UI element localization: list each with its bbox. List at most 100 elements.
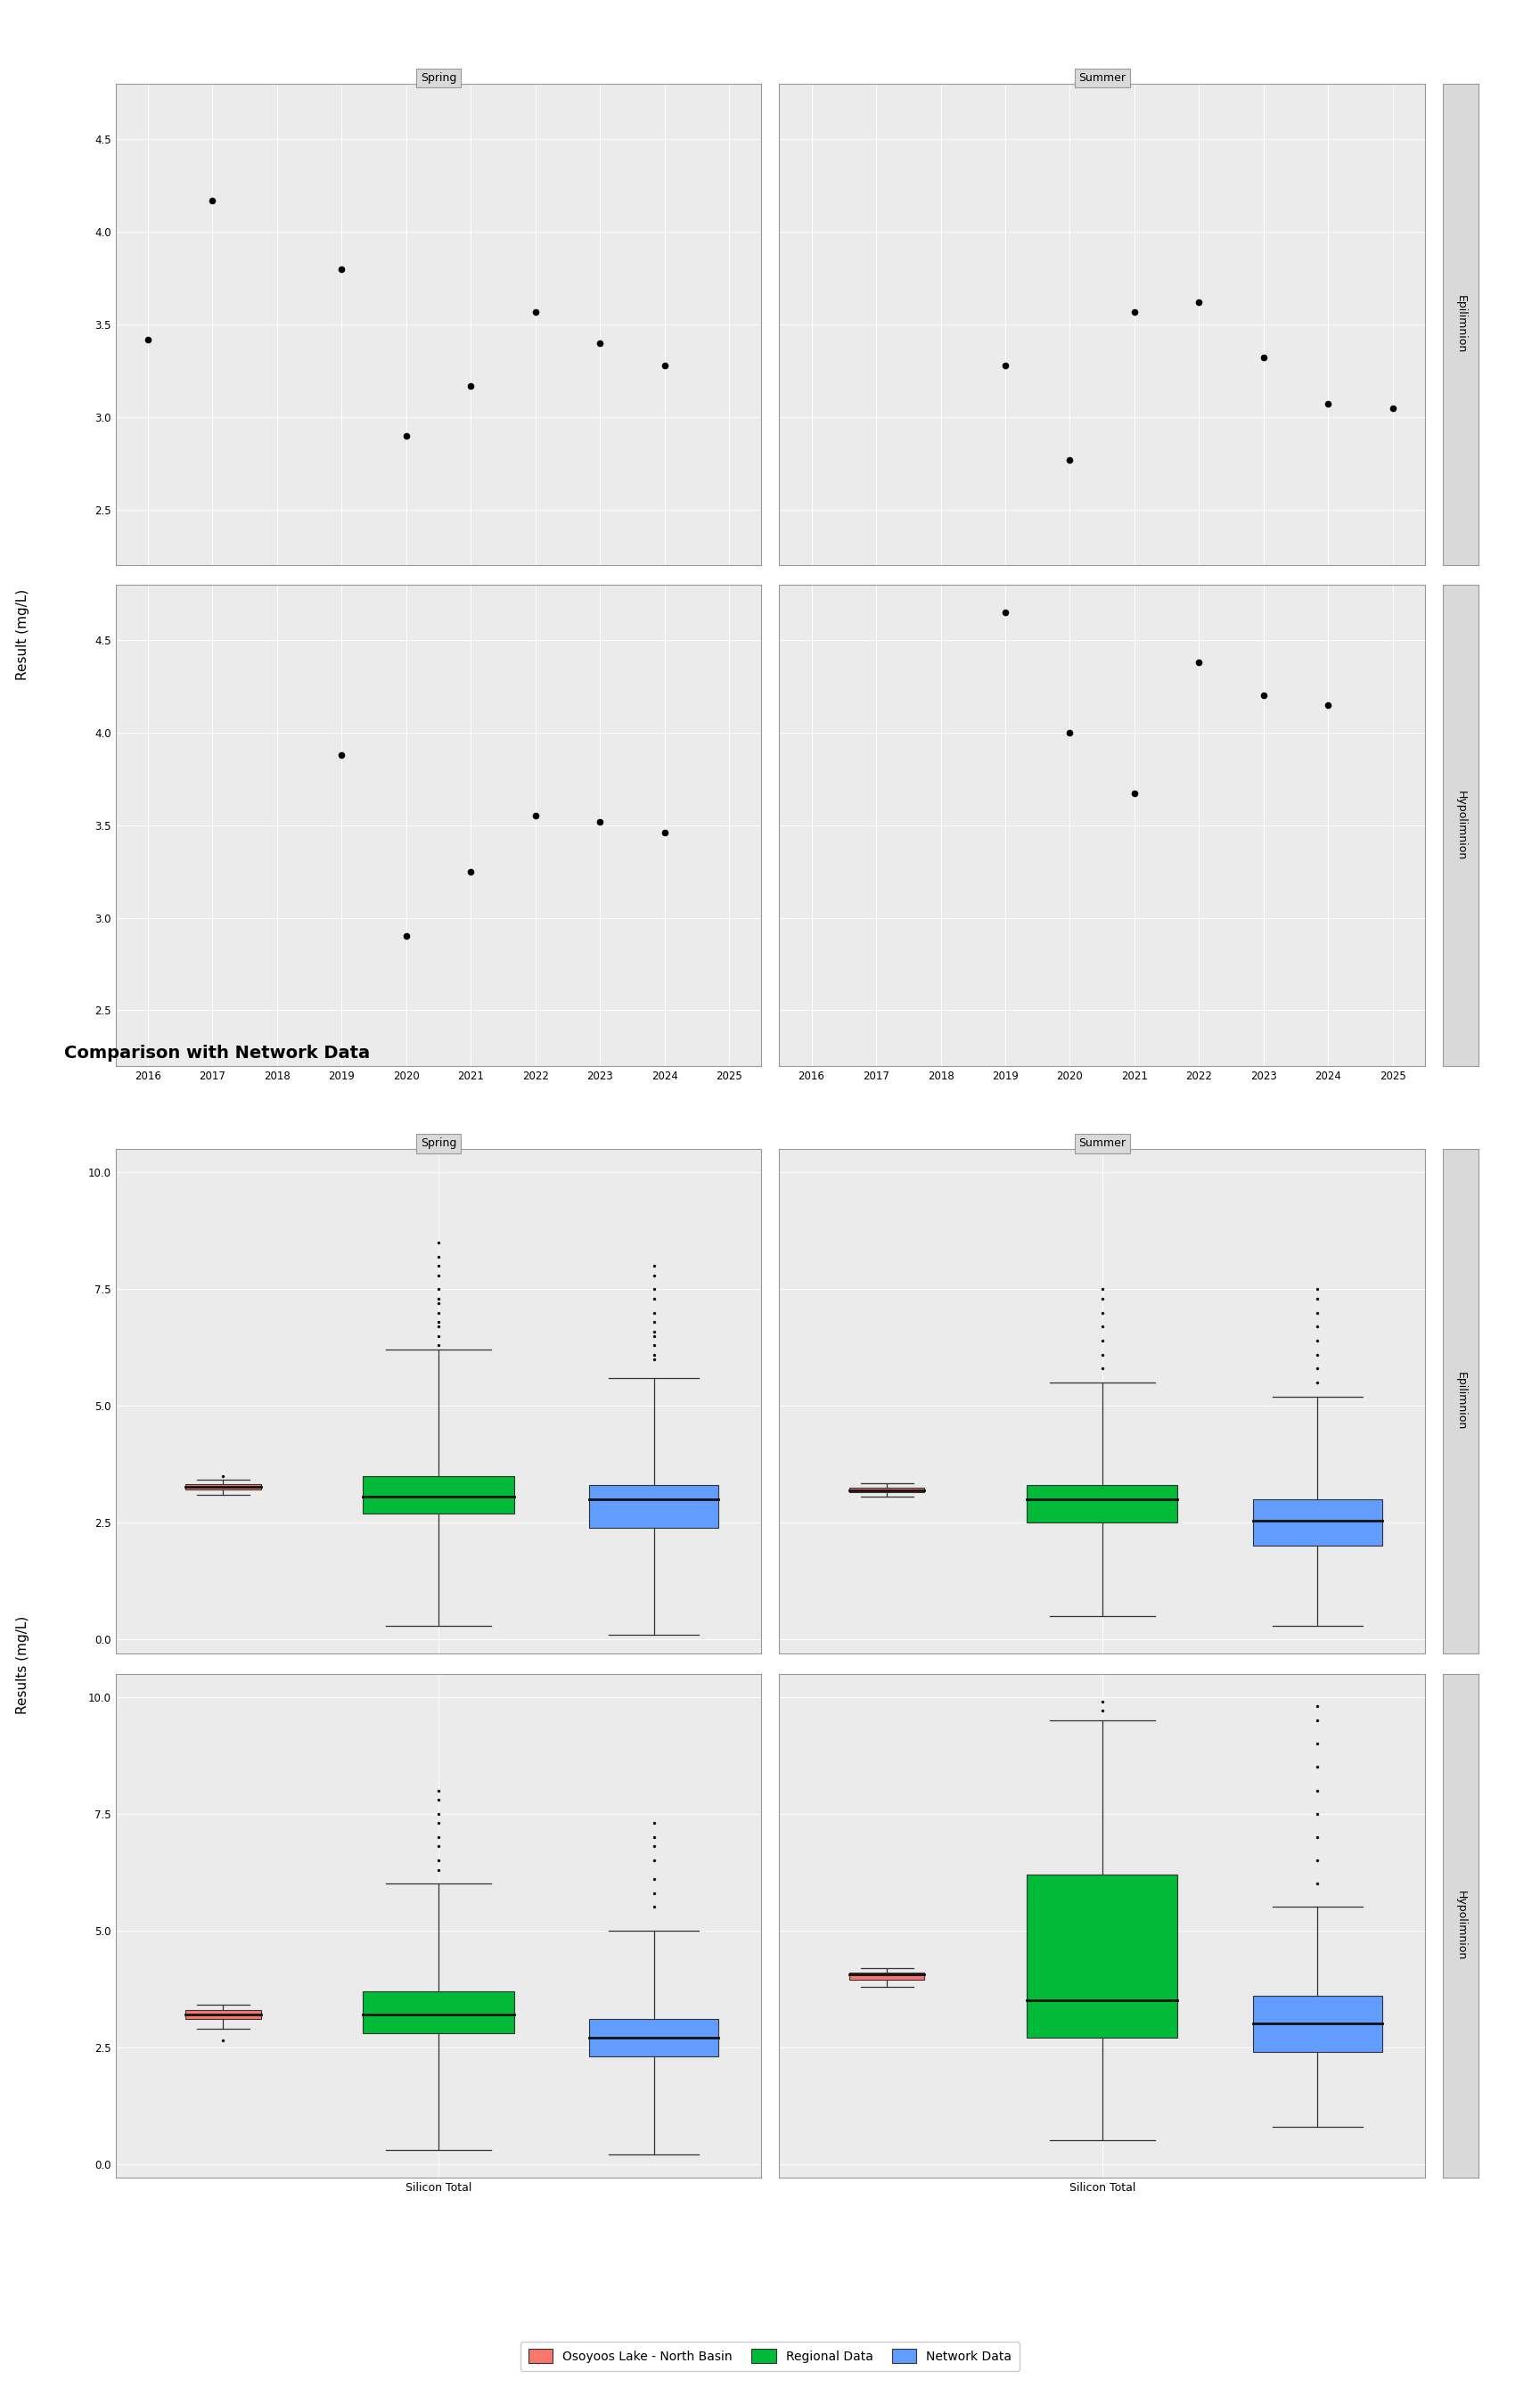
Point [642,1840,667,1878]
Point [427,1804,451,1843]
Point [1058,714,1083,752]
Point [459,367,484,405]
Bar [363,1476,514,1514]
Bar [363,1991,514,2034]
Point [642,1303,667,1342]
Point [642,1874,667,1912]
Point [1090,1279,1115,1318]
Bar [1254,1996,1381,2051]
Title: Spring: Spring [420,72,456,84]
Point [1306,1270,1331,1308]
Point [993,345,1018,383]
Bar [1027,1486,1178,1524]
Point [642,1279,667,1318]
Point [1380,388,1404,426]
Point [1187,642,1212,680]
Point [642,1888,667,1926]
Point [642,1325,667,1363]
Point [1317,685,1341,724]
Point [427,1270,451,1308]
Point [1306,1864,1331,1902]
Point [427,1828,451,1866]
Title: Summer: Summer [1078,72,1126,84]
Point [642,1339,667,1378]
Point [1306,1294,1331,1332]
Point [642,1859,667,1898]
Point [427,1224,451,1263]
Bar [590,1486,719,1526]
Text: Comparison with Network Data: Comparison with Network Data [63,1045,370,1061]
Text: Hypolimnion: Hypolimnion [1455,1890,1466,1960]
Point [1306,1363,1331,1402]
Point [642,1318,667,1356]
Bar [1027,1874,1178,2039]
Point [653,345,678,383]
Point [1123,292,1147,331]
Point [524,292,548,331]
Point [1306,1308,1331,1347]
Text: Hypolimnion: Hypolimnion [1455,791,1466,860]
Point [427,1795,451,1833]
Point [1090,1294,1115,1332]
Point [1306,1747,1331,1785]
Point [993,594,1018,633]
Point [427,1850,451,1888]
Point [427,1246,451,1284]
Point [1123,774,1147,812]
Point [1306,1335,1331,1373]
Point [1090,1323,1115,1361]
Point [136,321,160,359]
Point [427,1279,451,1318]
Point [642,1313,667,1351]
Point [1306,1771,1331,1809]
Bar [849,1488,924,1493]
Point [427,1771,451,1809]
Point [642,1804,667,1843]
Point [1090,1308,1115,1347]
Text: Results (mg/L): Results (mg/L) [17,1615,29,1716]
Point [1317,386,1341,424]
Point [642,1828,667,1866]
Point [427,1303,451,1342]
Point [427,1256,451,1294]
Legend: Osoyoos Lake - North Basin, Regional Data, Network Data: Osoyoos Lake - North Basin, Regional Dat… [521,2341,1019,2370]
Point [427,1284,451,1323]
Point [427,1780,451,1819]
Point [1252,676,1277,714]
Point [1306,1819,1331,1857]
Point [588,803,613,841]
Point [642,1335,667,1373]
Point [642,1270,667,1308]
Point [211,1457,236,1495]
Point [427,1236,451,1275]
Point [1090,1335,1115,1373]
Point [1090,1692,1115,1730]
Point [588,323,613,362]
Point [427,1294,451,1332]
Point [1306,1795,1331,1833]
Bar [1254,1500,1381,1545]
Point [1306,1687,1331,1725]
Point [1058,441,1083,479]
Bar [185,1486,260,1488]
Point [1187,283,1212,321]
Point [427,1318,451,1356]
Text: Result (mg/L): Result (mg/L) [17,589,29,680]
Point [524,798,548,836]
Point [1090,1270,1115,1308]
Bar [849,1972,924,1979]
Point [330,249,354,288]
Title: Summer: Summer [1078,1138,1126,1150]
Point [459,853,484,891]
Point [200,182,225,220]
Bar [590,2020,719,2056]
Point [642,1246,667,1284]
Point [653,812,678,851]
Point [211,2020,236,2058]
Point [642,1256,667,1294]
Point [1306,1701,1331,1739]
Point [642,1294,667,1332]
Text: Epilimnion: Epilimnion [1455,295,1466,355]
Point [1306,1349,1331,1387]
Point [427,1308,451,1347]
